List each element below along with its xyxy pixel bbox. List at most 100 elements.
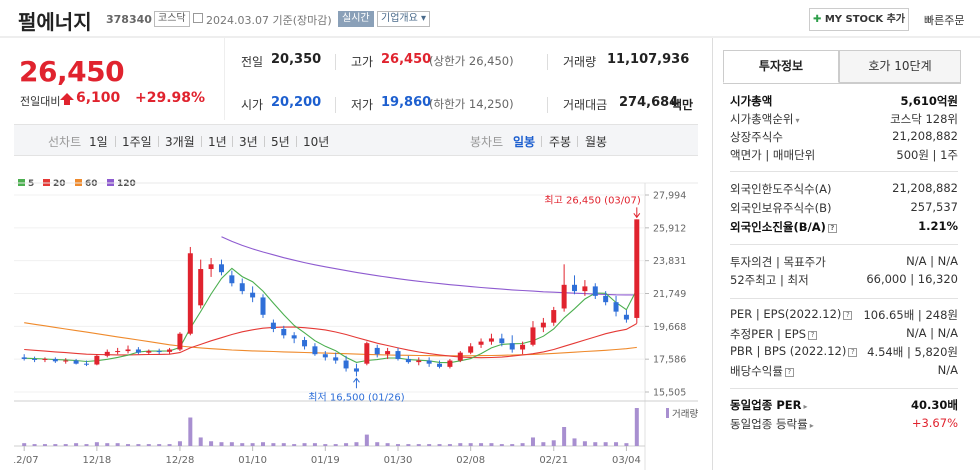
volume-bar: [582, 441, 587, 446]
candle-up: [198, 269, 204, 306]
expand-icon[interactable]: ▸: [809, 421, 814, 430]
candle-down: [437, 363, 443, 367]
candle-up: [561, 284, 567, 309]
info-value: +3.67%: [911, 416, 958, 430]
volume-legend-swatch: [666, 408, 669, 418]
candle-down: [32, 358, 38, 360]
volume-bar: [136, 444, 141, 446]
help-icon[interactable]: ?: [808, 331, 818, 340]
daily-candle-chart[interactable]: 5 20 60 120 거래량 27,994 25,912 23,831 21,749 19,…: [14, 170, 698, 470]
candle-up: [42, 358, 48, 360]
candle-up: [125, 349, 131, 352]
price-stats: 전일 20,350 고가 26,450 (상한가 26,450) 거래량 11,…: [224, 38, 696, 120]
high-annotation: 최고 26,450 (03/07): [544, 194, 640, 206]
info-value: 40.30배: [911, 398, 958, 412]
tab-1y[interactable]: 1년: [208, 135, 227, 149]
info-row-opinion: 투자의견 | 목표주가 N/A | N/A: [730, 254, 958, 272]
candle-up: [364, 343, 370, 364]
dropdown-icon[interactable]: ▾: [795, 116, 800, 125]
info-label: 액면가 | 매매단위: [730, 148, 816, 162]
tab-10y[interactable]: 10년: [303, 135, 330, 149]
moving-average-lines: [24, 236, 638, 364]
info-value: 257,537: [910, 200, 958, 214]
tab-3y[interactable]: 3년: [239, 135, 258, 149]
volume-bar: [395, 444, 400, 446]
volume-bar: [333, 444, 338, 446]
volume-bar: [53, 444, 58, 446]
volume-bar: [458, 443, 463, 446]
tab-1d[interactable]: 1일: [89, 135, 108, 149]
price-tick-label: 25,912: [653, 223, 686, 234]
info-row-listed-shares: 상장주식수 21,208,882: [730, 129, 958, 147]
volume-bar: [520, 443, 525, 446]
info-label: 외국인소진율(B/A)?: [730, 219, 837, 235]
candle-up: [447, 360, 453, 367]
expand-icon[interactable]: ▸: [803, 402, 808, 411]
open-value: 20,200: [271, 95, 322, 110]
tab-orderbook[interactable]: 호가 10단계: [839, 50, 961, 83]
candle-down: [405, 358, 411, 363]
candle-down: [395, 351, 401, 359]
low-label: 저가: [351, 98, 374, 112]
divider: [158, 136, 159, 147]
open-label: 시가: [241, 98, 264, 112]
tab-monthly[interactable]: 월봉: [585, 135, 608, 149]
low-arrow-icon: [353, 377, 360, 389]
realtime-badge[interactable]: 실시간: [338, 11, 374, 27]
volume-bar: [271, 443, 276, 446]
candle-down: [218, 264, 224, 273]
info-row-dividend: 배당수익률? N/A: [730, 363, 958, 381]
candle-up: [416, 360, 422, 363]
date-tick-label: 12/28: [166, 455, 195, 466]
candle-down: [333, 357, 339, 361]
volume-bar: [364, 434, 369, 446]
info-value: 5,610억원: [900, 94, 958, 108]
date-tick-label: 01/10: [238, 455, 267, 466]
help-icon[interactable]: ?: [784, 368, 794, 377]
plus-icon: ✚: [812, 14, 822, 25]
tab-daily[interactable]: 일봉: [513, 135, 536, 149]
help-icon[interactable]: ?: [843, 311, 853, 320]
tab-1w[interactable]: 1주일: [122, 135, 152, 149]
add-mystock-button[interactable]: ✚ MY STOCK 추가: [809, 8, 909, 31]
low-annotation: 최저 16,500 (01/26): [308, 391, 404, 403]
tab-investment-info[interactable]: 투자정보: [723, 50, 839, 83]
divider: [541, 136, 542, 147]
price-change-percent: +29.98%: [135, 90, 206, 106]
price-tick-label: 21,749: [653, 289, 686, 300]
candle-down: [239, 283, 245, 292]
volume-bar: [240, 443, 245, 446]
company-overview-dropdown[interactable]: 기업개요 ▾: [377, 11, 430, 27]
tab-5y[interactable]: 5년: [271, 135, 290, 149]
info-row-foreign-holding: 외국인보유주식수(B) 257,537: [730, 200, 958, 218]
add-mystock-label: MY STOCK 추가: [824, 14, 906, 25]
candle-down: [250, 292, 256, 298]
info-value: N/A: [937, 363, 958, 377]
ma60-line: [24, 322, 637, 357]
candle-down: [343, 360, 349, 369]
help-icon[interactable]: ?: [848, 348, 858, 357]
candle-up: [634, 219, 640, 318]
calendar-icon: [193, 13, 203, 23]
tab-3m[interactable]: 3개월: [165, 135, 195, 149]
volume-value: 11,107,936: [607, 52, 690, 67]
info-row-pbr-bps: PBR | BPS (2022.12)? 4.54배 | 5,820원: [730, 344, 958, 362]
divider: [296, 136, 297, 147]
volume-bar: [375, 442, 380, 446]
reference-date: 2024.03.07 기준(장마감): [206, 14, 332, 27]
info-row-per-eps: PER | EPS(2022.12)? 106.65배 | 248원: [730, 307, 958, 325]
volume-bar: [447, 444, 452, 446]
quick-order-link[interactable]: 빠른주문: [924, 14, 965, 27]
ma120-line: [221, 236, 637, 296]
upper-limit: (상한가 26,450): [429, 54, 514, 68]
info-label: PER | EPS(2022.12)?: [730, 307, 853, 321]
tab-weekly[interactable]: 주봉: [549, 135, 572, 149]
price-tick-label: 19,668: [653, 322, 686, 333]
candle-down: [21, 357, 27, 359]
candle-down: [302, 340, 308, 347]
candle-up: [115, 351, 121, 353]
price-axis-ticks: 27,994 25,912 23,831 21,749 19,668 17,586 15,5…: [645, 191, 686, 399]
info-value: 1.21%: [918, 219, 958, 233]
help-icon[interactable]: ?: [827, 224, 837, 233]
price-tick-label: 27,994: [653, 191, 686, 202]
